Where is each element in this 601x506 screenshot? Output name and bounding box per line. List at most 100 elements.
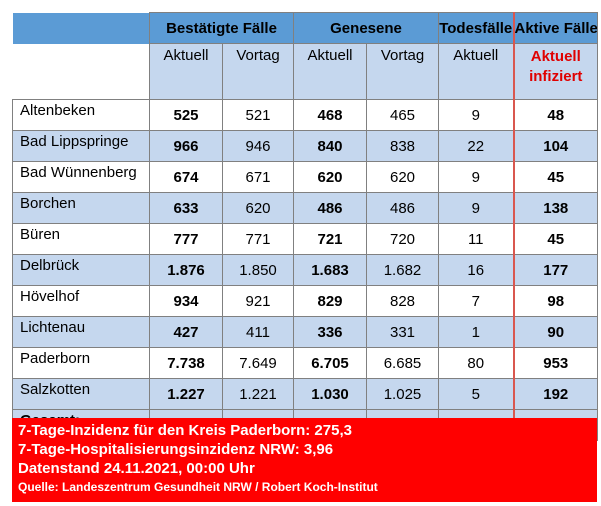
cell-genesene-vortag: 720	[366, 223, 439, 255]
row-name: Lichtenau	[12, 316, 150, 348]
cell-genesene-aktuell: 721	[293, 223, 367, 255]
row-name: Hövelhof	[12, 285, 150, 317]
row-name: Salzkotten	[12, 378, 150, 410]
covid-cases-table: Bestätigte Fälle Genesene Todesfälle Akt…	[12, 12, 598, 441]
row-name: Altenbeken	[12, 99, 150, 131]
subheader-genesene-aktuell: Aktuell	[293, 43, 367, 100]
cell-bestaetigte-vortag: 411	[222, 316, 294, 348]
cell-todesfaelle: 11	[438, 223, 514, 255]
cell-aktive-faelle: 104	[512, 130, 598, 162]
cell-todesfaelle: 80	[438, 347, 514, 379]
cell-todesfaelle: 1	[438, 316, 514, 348]
cell-bestaetigte-aktuell: 1.227	[149, 378, 223, 410]
cell-aktive-faelle: 90	[512, 316, 598, 348]
cell-genesene-vortag: 486	[366, 192, 439, 224]
cell-bestaetigte-aktuell: 934	[149, 285, 223, 317]
cell-todesfaelle: 9	[438, 99, 514, 131]
table-row: Altenbeken 525 521 468 465 9 48	[12, 99, 598, 131]
table-row: Büren 777 771 721 720 11 45	[12, 223, 598, 255]
subheader-blank	[12, 43, 150, 100]
covid-table-container: Bestätigte Fälle Genesene Todesfälle Akt…	[12, 12, 598, 441]
table-row: Borchen 633 620 486 486 9 138	[12, 192, 598, 224]
cell-bestaetigte-aktuell: 427	[149, 316, 223, 348]
subheader-bestaetigte-vortag: Vortag	[222, 43, 294, 100]
cell-aktive-faelle: 45	[512, 161, 598, 193]
cell-aktive-faelle: 953	[512, 347, 598, 379]
cell-bestaetigte-vortag: 771	[222, 223, 294, 255]
cell-aktive-faelle: 192	[512, 378, 598, 410]
subheader-todesfaelle-aktuell: Aktuell	[438, 43, 514, 100]
cell-bestaetigte-aktuell: 633	[149, 192, 223, 224]
table-row: Delbrück 1.876 1.850 1.683 1.682 16 177	[12, 254, 598, 286]
header-row-subs: Aktuell Vortag Aktuell Vortag Aktuell Ak…	[12, 43, 598, 100]
cell-bestaetigte-vortag: 921	[222, 285, 294, 317]
cell-genesene-aktuell: 840	[293, 130, 367, 162]
cell-genesene-vortag: 828	[366, 285, 439, 317]
cell-aktive-faelle: 98	[512, 285, 598, 317]
cell-genesene-vortag: 1.682	[366, 254, 439, 286]
cell-bestaetigte-aktuell: 7.738	[149, 347, 223, 379]
footer-hospitalisierung: 7-Tage-Hospitalisierungsinzidenz NRW: 3,…	[18, 441, 334, 458]
row-name: Bad Lippspringe	[12, 130, 150, 162]
cell-genesene-aktuell: 1.683	[293, 254, 367, 286]
cell-bestaetigte-aktuell: 525	[149, 99, 223, 131]
row-name: Paderborn	[12, 347, 150, 379]
subheader-aktive-line1: Aktuell	[530, 48, 581, 65]
cell-genesene-vortag: 838	[366, 130, 439, 162]
footer-inzidenz: 7-Tage-Inzidenz für den Kreis Paderborn:…	[18, 422, 352, 439]
cell-todesfaelle: 9	[438, 161, 514, 193]
cell-aktive-faelle: 48	[512, 99, 598, 131]
header-blank	[12, 12, 150, 44]
cell-bestaetigte-aktuell: 966	[149, 130, 223, 162]
footer-quelle: Quelle: Landeszentrum Gesundheit NRW / R…	[18, 480, 378, 494]
cell-genesene-vortag: 6.685	[366, 347, 439, 379]
header-aktive-faelle: Aktive Fälle	[512, 12, 598, 44]
subheader-bestaetigte-aktuell: Aktuell	[149, 43, 223, 100]
cell-bestaetigte-vortag: 1.221	[222, 378, 294, 410]
header-todesfaelle: Todesfälle	[438, 12, 514, 44]
table-row: Paderborn 7.738 7.649 6.705 6.685 80 953	[12, 347, 598, 379]
table-row: Bad Wünnenberg 674 671 620 620 9 45	[12, 161, 598, 193]
cell-bestaetigte-vortag: 620	[222, 192, 294, 224]
cell-aktive-faelle: 177	[512, 254, 598, 286]
cell-bestaetigte-vortag: 521	[222, 99, 294, 131]
subheader-genesene-vortag: Vortag	[366, 43, 439, 100]
cell-aktive-faelle: 138	[512, 192, 598, 224]
cell-genesene-aktuell: 620	[293, 161, 367, 193]
cell-genesene-aktuell: 829	[293, 285, 367, 317]
cell-bestaetigte-aktuell: 777	[149, 223, 223, 255]
subheader-aktive-line2: infiziert	[529, 68, 583, 85]
table-body: Bestätigte Fälle Genesene Todesfälle Akt…	[12, 12, 598, 441]
info-footer: 7-Tage-Inzidenz für den Kreis Paderborn:…	[12, 418, 597, 502]
header-bestaetigte-faelle: Bestätigte Fälle	[149, 12, 294, 44]
cell-bestaetigte-aktuell: 1.876	[149, 254, 223, 286]
table-row: Lichtenau 427 411 336 331 1 90	[12, 316, 598, 348]
cell-bestaetigte-vortag: 671	[222, 161, 294, 193]
row-name: Borchen	[12, 192, 150, 224]
row-name: Bad Wünnenberg	[12, 161, 150, 193]
cell-todesfaelle: 7	[438, 285, 514, 317]
cell-genesene-aktuell: 336	[293, 316, 367, 348]
cell-bestaetigte-vortag: 7.649	[222, 347, 294, 379]
table-row: Salzkotten 1.227 1.221 1.030 1.025 5 192	[12, 378, 598, 410]
cell-genesene-vortag: 465	[366, 99, 439, 131]
cell-todesfaelle: 16	[438, 254, 514, 286]
cell-todesfaelle: 5	[438, 378, 514, 410]
header-genesene: Genesene	[293, 12, 439, 44]
subheader-aktive-infiziert: Aktuell infiziert	[512, 43, 598, 100]
cell-bestaetigte-vortag: 946	[222, 130, 294, 162]
cell-genesene-aktuell: 6.705	[293, 347, 367, 379]
cell-todesfaelle: 22	[438, 130, 514, 162]
cell-genesene-aktuell: 1.030	[293, 378, 367, 410]
table-row: Hövelhof 934 921 829 828 7 98	[12, 285, 598, 317]
cell-genesene-vortag: 331	[366, 316, 439, 348]
row-name: Büren	[12, 223, 150, 255]
row-name: Delbrück	[12, 254, 150, 286]
cell-genesene-aktuell: 486	[293, 192, 367, 224]
subheader-aktive-label: Aktuell infiziert	[529, 47, 582, 87]
footer-datenstand: Datenstand 24.11.2021, 00:00 Uhr	[18, 460, 255, 477]
cell-genesene-vortag: 620	[366, 161, 439, 193]
cell-todesfaelle: 9	[438, 192, 514, 224]
cell-genesene-aktuell: 468	[293, 99, 367, 131]
cell-bestaetigte-aktuell: 674	[149, 161, 223, 193]
